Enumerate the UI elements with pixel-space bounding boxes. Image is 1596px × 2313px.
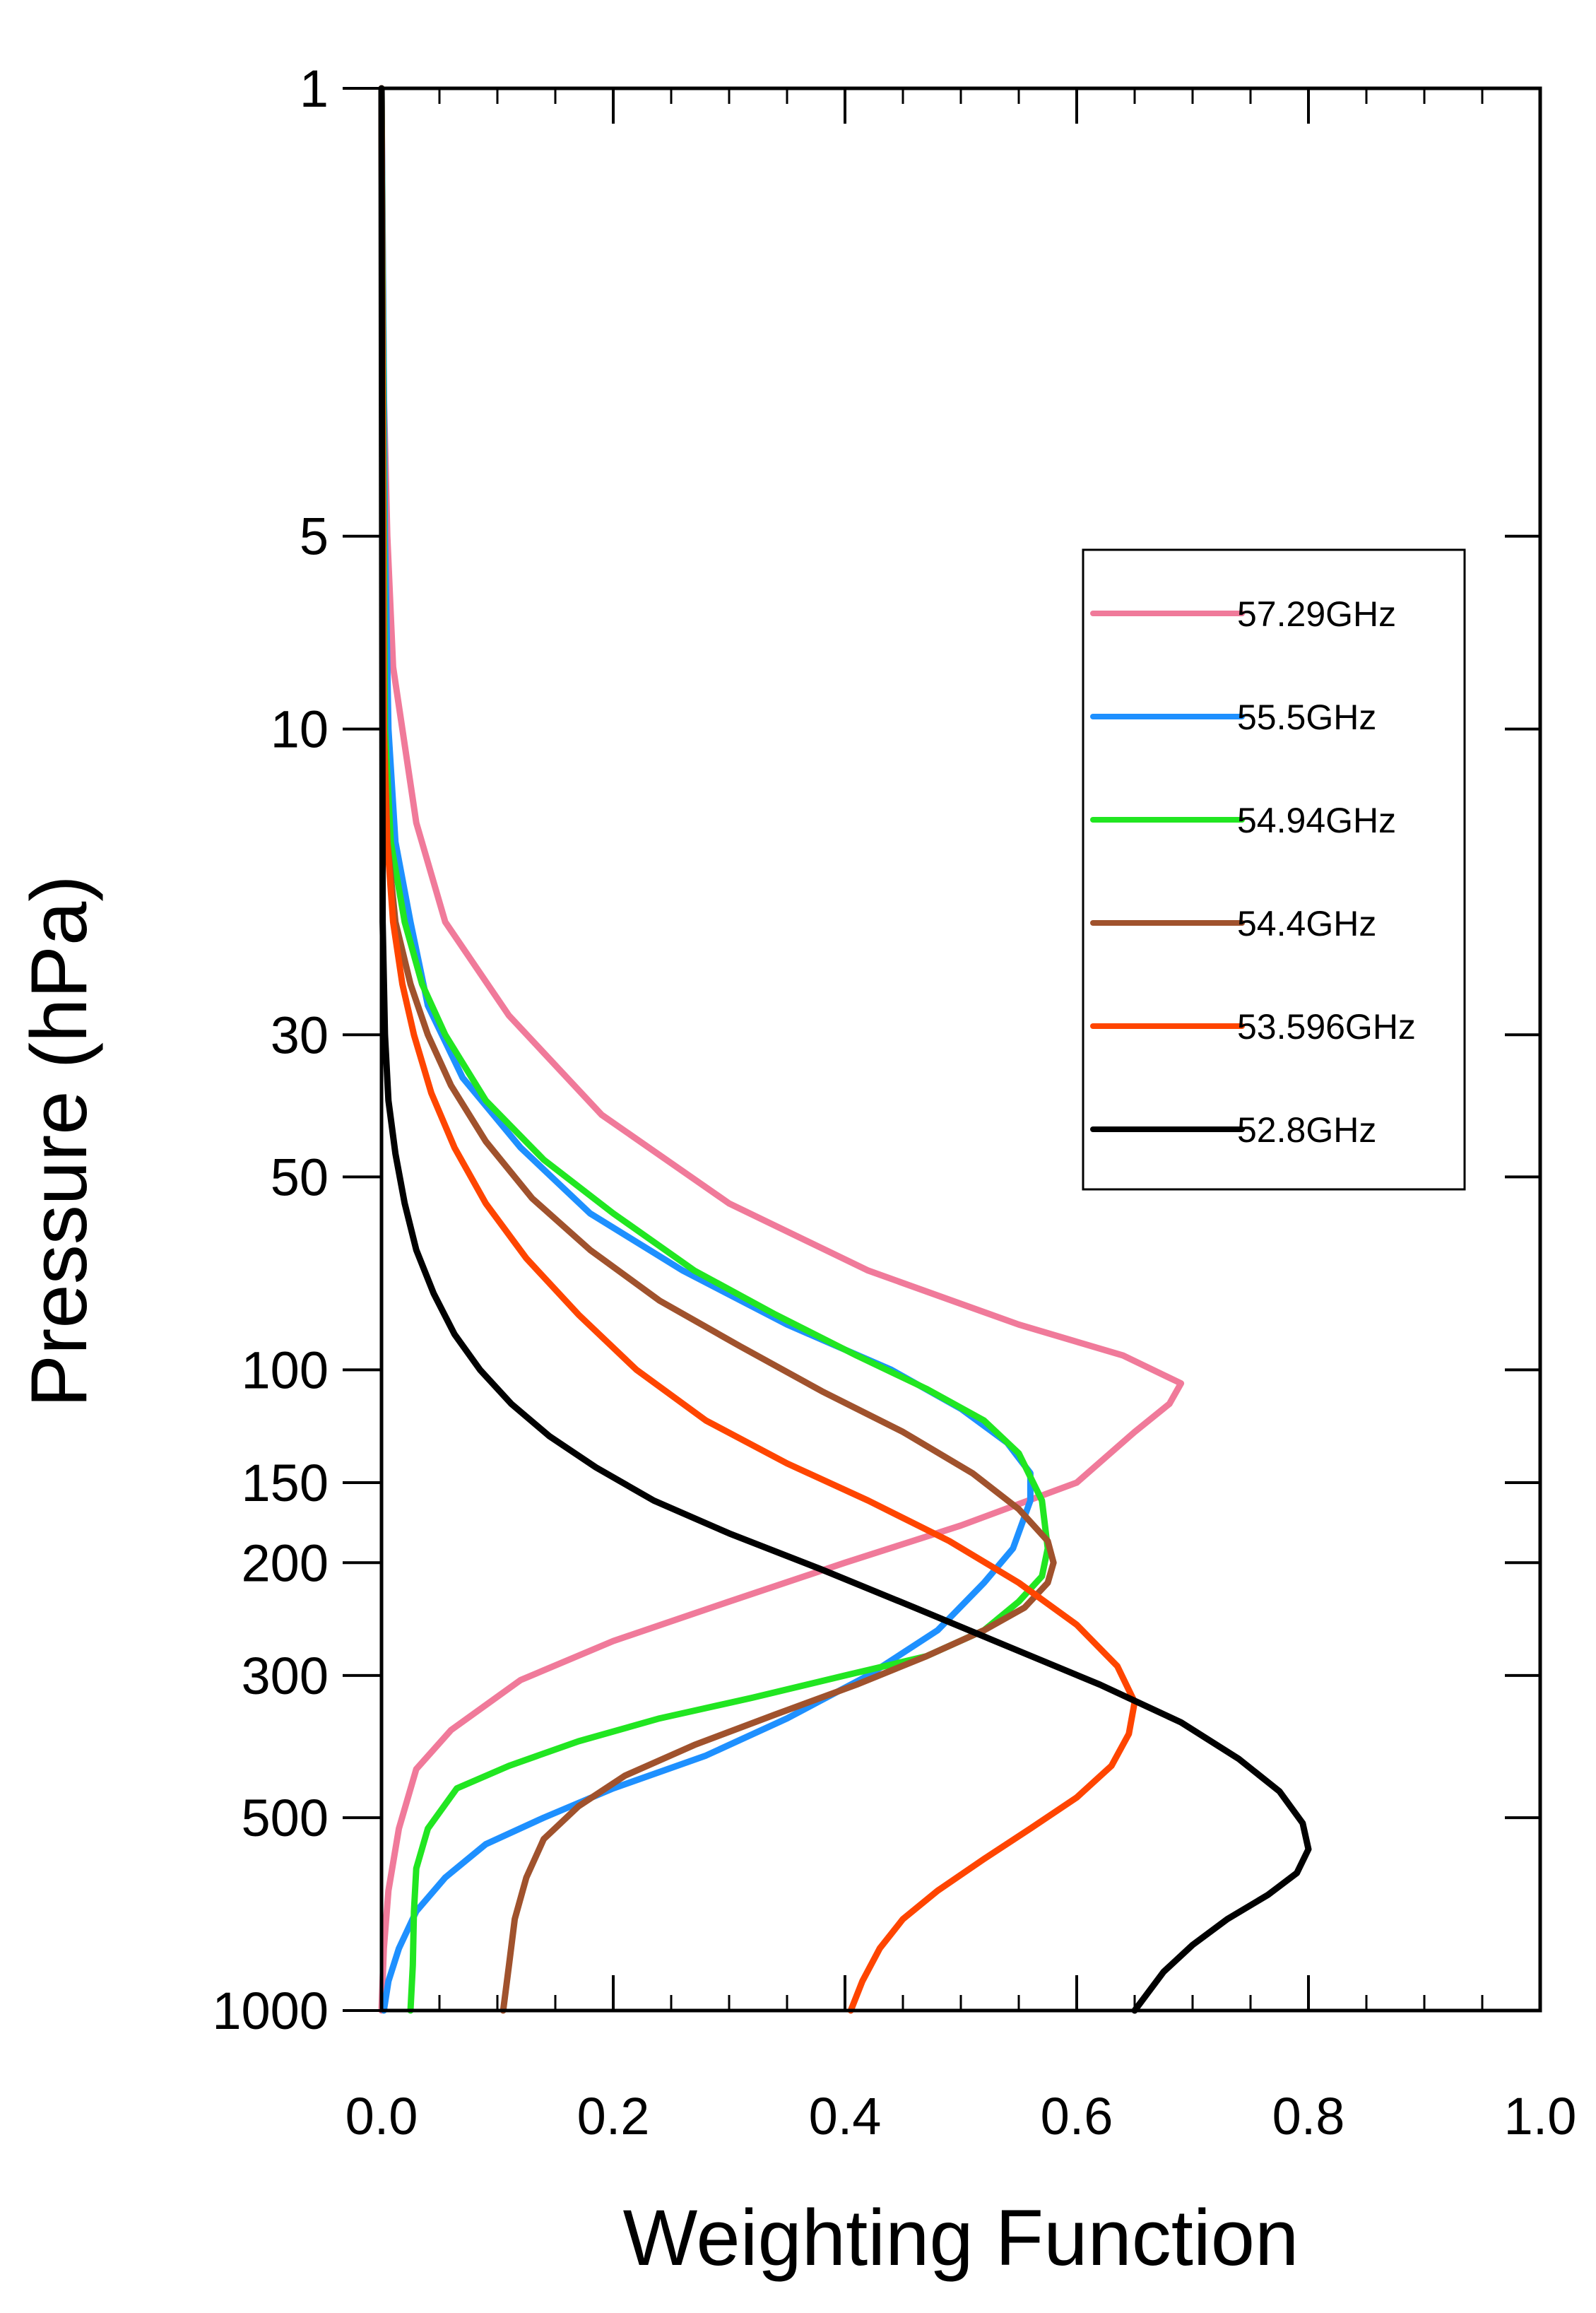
y-tick-label-6: 150	[242, 1454, 329, 1512]
y-tick-label-10: 1000	[212, 1982, 329, 2040]
series-line-2	[378, 85, 1051, 2014]
x-tick-label-2: 0.4	[809, 2087, 882, 2146]
y-tick-label-3: 30	[271, 1006, 329, 1064]
x-tick-label-0: 0.0	[345, 2087, 418, 2146]
y-axis-title: Pressure (hPa)	[15, 875, 103, 1407]
ticks-layer: 0.0 0.2 0.4 0.6 0.8 1.0 1 5 10 30 50 100 150 200 300 50…	[212, 59, 1576, 2146]
legend-label-2: 54.94GHz	[1237, 801, 1396, 840]
x-tick-label-4: 0.8	[1272, 2087, 1345, 2146]
series-line-5	[378, 85, 1312, 2014]
legend-label-4: 53.596GHz	[1237, 1007, 1416, 1047]
y-tick-label-4: 50	[271, 1148, 329, 1206]
series-layer	[378, 85, 1312, 2014]
y-tick-label-1: 5	[300, 507, 329, 566]
y-tick-label-0: 1	[300, 59, 329, 118]
series-line-0	[378, 85, 1185, 2014]
series-line-3	[378, 85, 1057, 2014]
series-line-4	[378, 85, 1138, 2014]
x-tick-label-5: 1.0	[1504, 2087, 1577, 2146]
legend-label-3: 54.4GHz	[1237, 904, 1376, 943]
y-tick-label-8: 300	[242, 1647, 329, 1705]
y-tick-label-5: 100	[242, 1341, 329, 1399]
legend-label-1: 55.5GHz	[1237, 698, 1376, 737]
legend-box	[1082, 548, 1466, 1191]
y-tick-label-2: 10	[271, 700, 329, 759]
y-tick-label-9: 500	[242, 1789, 329, 1847]
x-axis-title: Weighting Function	[623, 2194, 1299, 2282]
legend-label-5: 52.8GHz	[1237, 1110, 1376, 1150]
legend: 57.29GHz 55.5GHz 54.94GHz 54.4GHz 53.596GHz 5…	[1082, 548, 1466, 1191]
x-tick-label-1: 0.2	[577, 2087, 650, 2146]
series-line-1	[378, 85, 1034, 2014]
y-tick-label-7: 200	[242, 1534, 329, 1592]
legend-label-0: 57.29GHz	[1237, 594, 1396, 634]
x-tick-label-3: 0.6	[1041, 2087, 1113, 2146]
